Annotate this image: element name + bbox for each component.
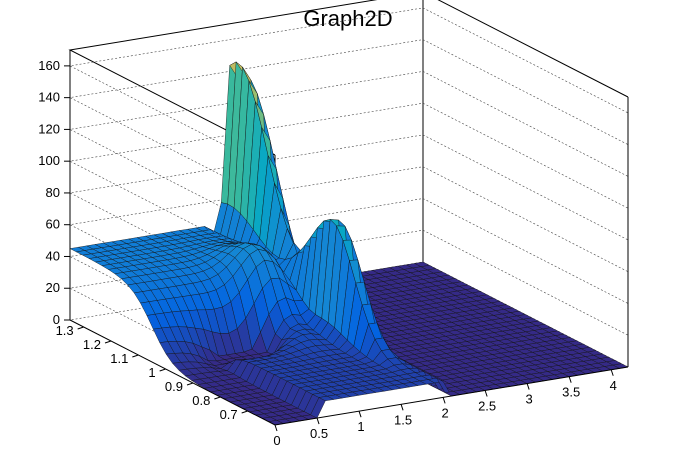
x-tick <box>358 411 362 418</box>
z-tick-label: 40 <box>46 248 60 263</box>
x-tick-label: 1 <box>357 419 364 434</box>
z-tick-label: 120 <box>38 121 60 136</box>
x-tick-label: 1.5 <box>394 412 412 427</box>
y-tick-label: 0.7 <box>220 407 238 422</box>
z-tick-label: 20 <box>46 280 60 295</box>
y-tick <box>104 340 112 344</box>
x-tick-label: 2.5 <box>478 398 496 413</box>
z-tick-label: 160 <box>38 58 60 73</box>
x-tick <box>274 424 278 432</box>
x-tick <box>400 404 404 411</box>
x-tick <box>442 397 446 404</box>
x-tick-label: 3.5 <box>562 385 580 400</box>
z-tick-label: 60 <box>46 217 60 232</box>
z-grid-line <box>69 71 629 235</box>
y-tick-label: 1 <box>148 365 155 380</box>
z-tick-label: 140 <box>38 90 60 105</box>
y-tick <box>214 396 221 400</box>
y-tick <box>159 368 166 372</box>
z-grid-line <box>69 7 629 172</box>
x-tick <box>568 376 572 383</box>
x-tick <box>526 383 530 390</box>
x-tick <box>316 417 320 425</box>
x-tick <box>610 369 614 376</box>
z-tick-label: 80 <box>46 185 60 200</box>
y-tick-label: 0.9 <box>165 379 183 394</box>
y-tick <box>241 410 248 414</box>
x-tick-label: 0.5 <box>310 426 328 441</box>
y-tick <box>132 354 139 358</box>
z-grid-line <box>69 39 629 203</box>
chart-title: Graph2D <box>303 6 393 31</box>
box-top-edges <box>68 0 629 156</box>
y-tick-label: 0.8 <box>192 393 210 408</box>
x-tick-label: 0 <box>273 433 280 448</box>
y-tick <box>77 326 84 330</box>
y-tick-label: 1.2 <box>83 337 101 352</box>
x-tick <box>484 390 488 397</box>
z-tick-label: 100 <box>38 153 60 168</box>
x-tick-label: 4 <box>610 378 617 393</box>
z-tick-label: 0 <box>53 312 60 327</box>
x-tick-label: 2 <box>441 405 448 420</box>
x-tick-label: 3 <box>526 392 533 407</box>
y-tick-label: 1.3 <box>56 323 74 338</box>
y-tick-label: 1.1 <box>110 351 128 366</box>
y-tick <box>186 382 194 386</box>
